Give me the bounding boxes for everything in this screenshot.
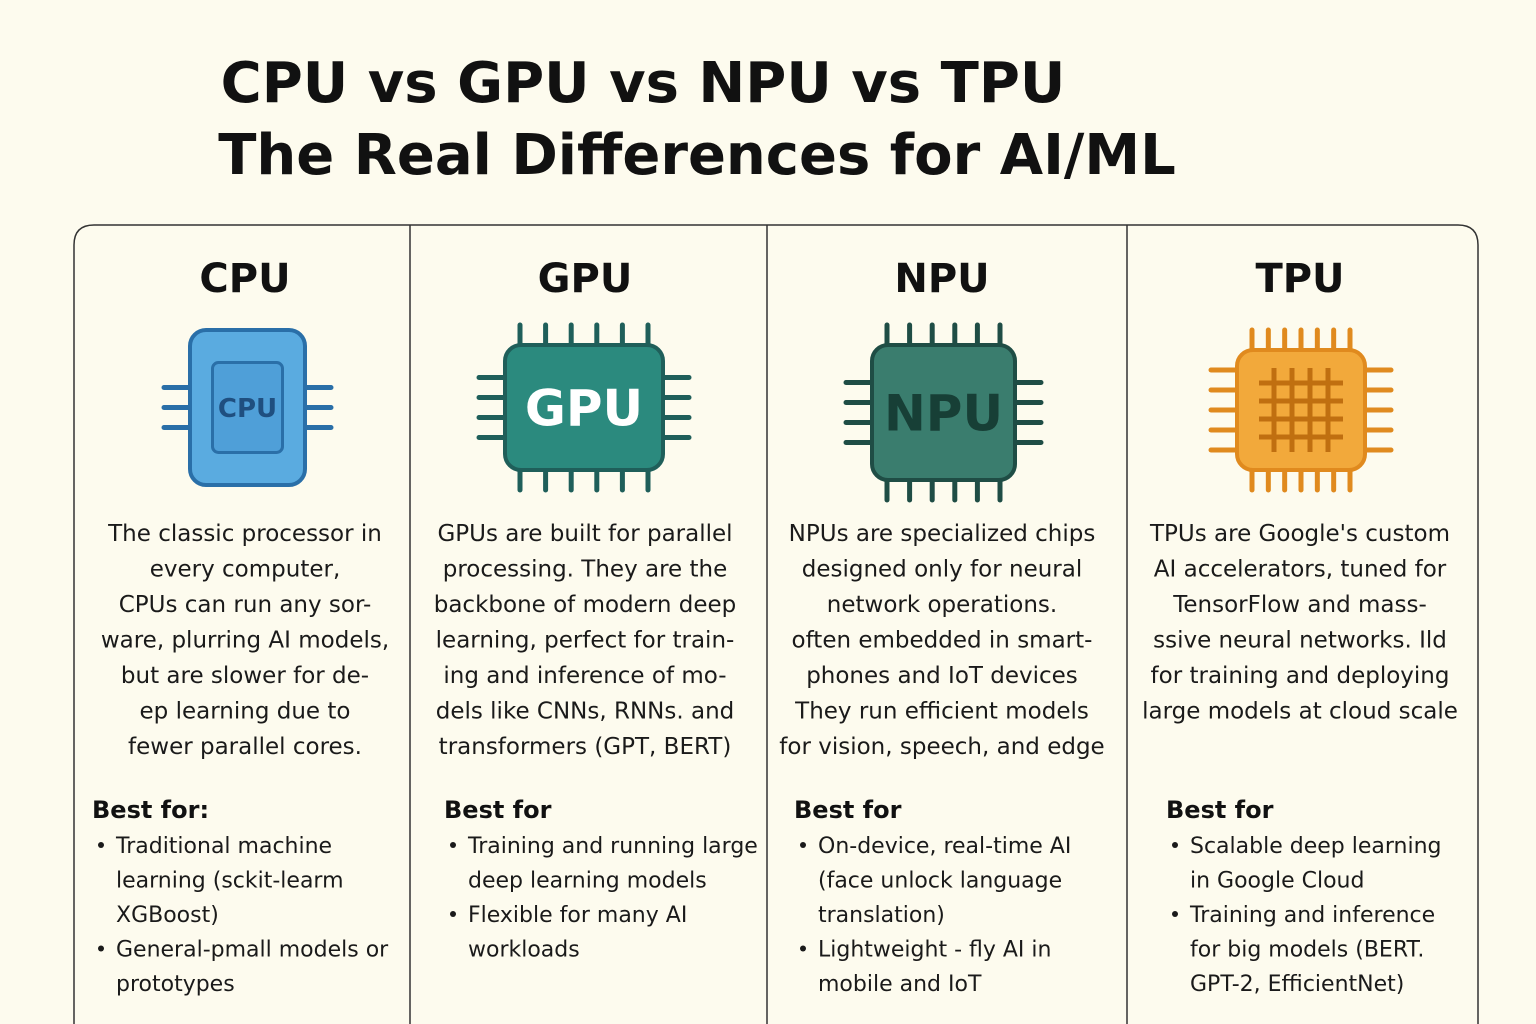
bullet-line: prototypes (116, 972, 235, 997)
chip-icon: GPU (476, 322, 692, 493)
table-border (73, 224, 1479, 1024)
description-line: for vision, speech, and edge (779, 734, 1104, 760)
description-line: designed only for neural (802, 557, 1083, 583)
description-line: GPUs are built for parallel (437, 521, 732, 547)
bullet-line: GPT-2, EfficientNet) (1190, 972, 1404, 997)
bullet-dot (800, 842, 806, 848)
description-line: dels like CNNs, RNNs. and (436, 699, 735, 725)
description-line: AI accelerators, tuned for (1154, 557, 1447, 583)
description-line: TPUs are Google's custom (1149, 521, 1450, 547)
description-line: learning, perfect for train- (436, 628, 735, 654)
best-for-heading: Best for (1166, 796, 1274, 824)
description-line: backbone of modern deep (434, 592, 737, 618)
bullet-line: General-pmall models or (116, 938, 389, 963)
description-line: but are slower for de- (121, 663, 369, 689)
bullet-line: Training and running large (467, 834, 758, 859)
bullet-line: On-device, real-time AI (818, 834, 1071, 859)
chip-icon: NPU (843, 322, 1044, 503)
description-line: CPUs can run any sor- (119, 592, 372, 618)
chip-body (1235, 348, 1367, 472)
description-line: ing and inference of mo- (443, 663, 726, 689)
bullet-dot (800, 945, 806, 952)
chip-body (870, 343, 1017, 482)
bullet-dot (450, 911, 456, 917)
description-line: NPUs are specialized chips (789, 521, 1096, 547)
column-heading: GPU (538, 256, 633, 302)
description-line: every computer, (150, 557, 341, 583)
bullet-line: for big models (BERT. (1190, 938, 1424, 963)
bullet-dot (1172, 911, 1178, 917)
chip-core (211, 361, 284, 454)
description-line: ssive neural networks. Ild (1153, 628, 1447, 654)
description-line: The classic processor in (107, 521, 382, 547)
column-heading: CPU (199, 256, 290, 302)
description-line: phones and IoT devices (806, 663, 1078, 689)
description-line: transformers (GPT, BERT) (439, 734, 732, 760)
chip-icon (1208, 327, 1394, 493)
bullet-line: Scalable deep learning (1190, 834, 1442, 859)
description-line: for training and deploying (1151, 663, 1450, 689)
description-line: ep learning due to (140, 699, 351, 725)
description-line: They run efficient models (794, 699, 1089, 725)
column-heading: TPU (1255, 256, 1344, 302)
bullet-line: (face unlock language (818, 869, 1062, 894)
bullet-line: translation) (818, 903, 945, 928)
description-line: often embedded in smart- (792, 628, 1093, 654)
description-line: large models at cloud scale (1142, 699, 1458, 725)
bullet-line: workloads (468, 938, 580, 963)
best-for-heading: Best for: (92, 796, 209, 824)
best-for-heading: Best for (794, 796, 902, 824)
chip-label: GPU (525, 380, 643, 438)
chip-label: NPU (884, 385, 1003, 443)
bullet-line: Training and inference (1189, 903, 1435, 928)
chip-icon: CPU (161, 328, 334, 487)
chip-body (503, 343, 665, 472)
bullet-line: learning (sckit-learm (116, 869, 344, 894)
description-line: fewer parallel cores. (128, 734, 362, 760)
best-for-heading: Best for (444, 796, 552, 824)
bullet-dot (98, 842, 104, 848)
bullet-line: Traditional machine (115, 834, 332, 859)
bullet-line: Lightweight - fly AI in (818, 938, 1051, 963)
bullet-line: deep learning models (468, 869, 707, 894)
column-heading: NPU (894, 256, 989, 302)
subtitle: The Real Differences for AI/ML (218, 123, 1176, 188)
description-line: processing. They are the (443, 557, 728, 583)
description-line: TensorFlow and mass- (1172, 592, 1427, 618)
bullet-dot (1172, 842, 1178, 848)
bullet-line: mobile and IoT (818, 972, 982, 997)
bullet-dot (98, 945, 104, 952)
description-line: network operations. (827, 592, 1057, 618)
chip-label: CPU (218, 394, 277, 424)
bullet-line: in Google Cloud (1190, 869, 1364, 894)
description-line: ware, plurring AI models, (101, 628, 389, 654)
bullet-line: XGBoost) (116, 903, 219, 928)
bullet-line: Flexible for many AI (468, 903, 687, 928)
bullet-dot (450, 842, 456, 848)
title: CPU vs GPU vs NPU vs TPU (221, 51, 1066, 116)
